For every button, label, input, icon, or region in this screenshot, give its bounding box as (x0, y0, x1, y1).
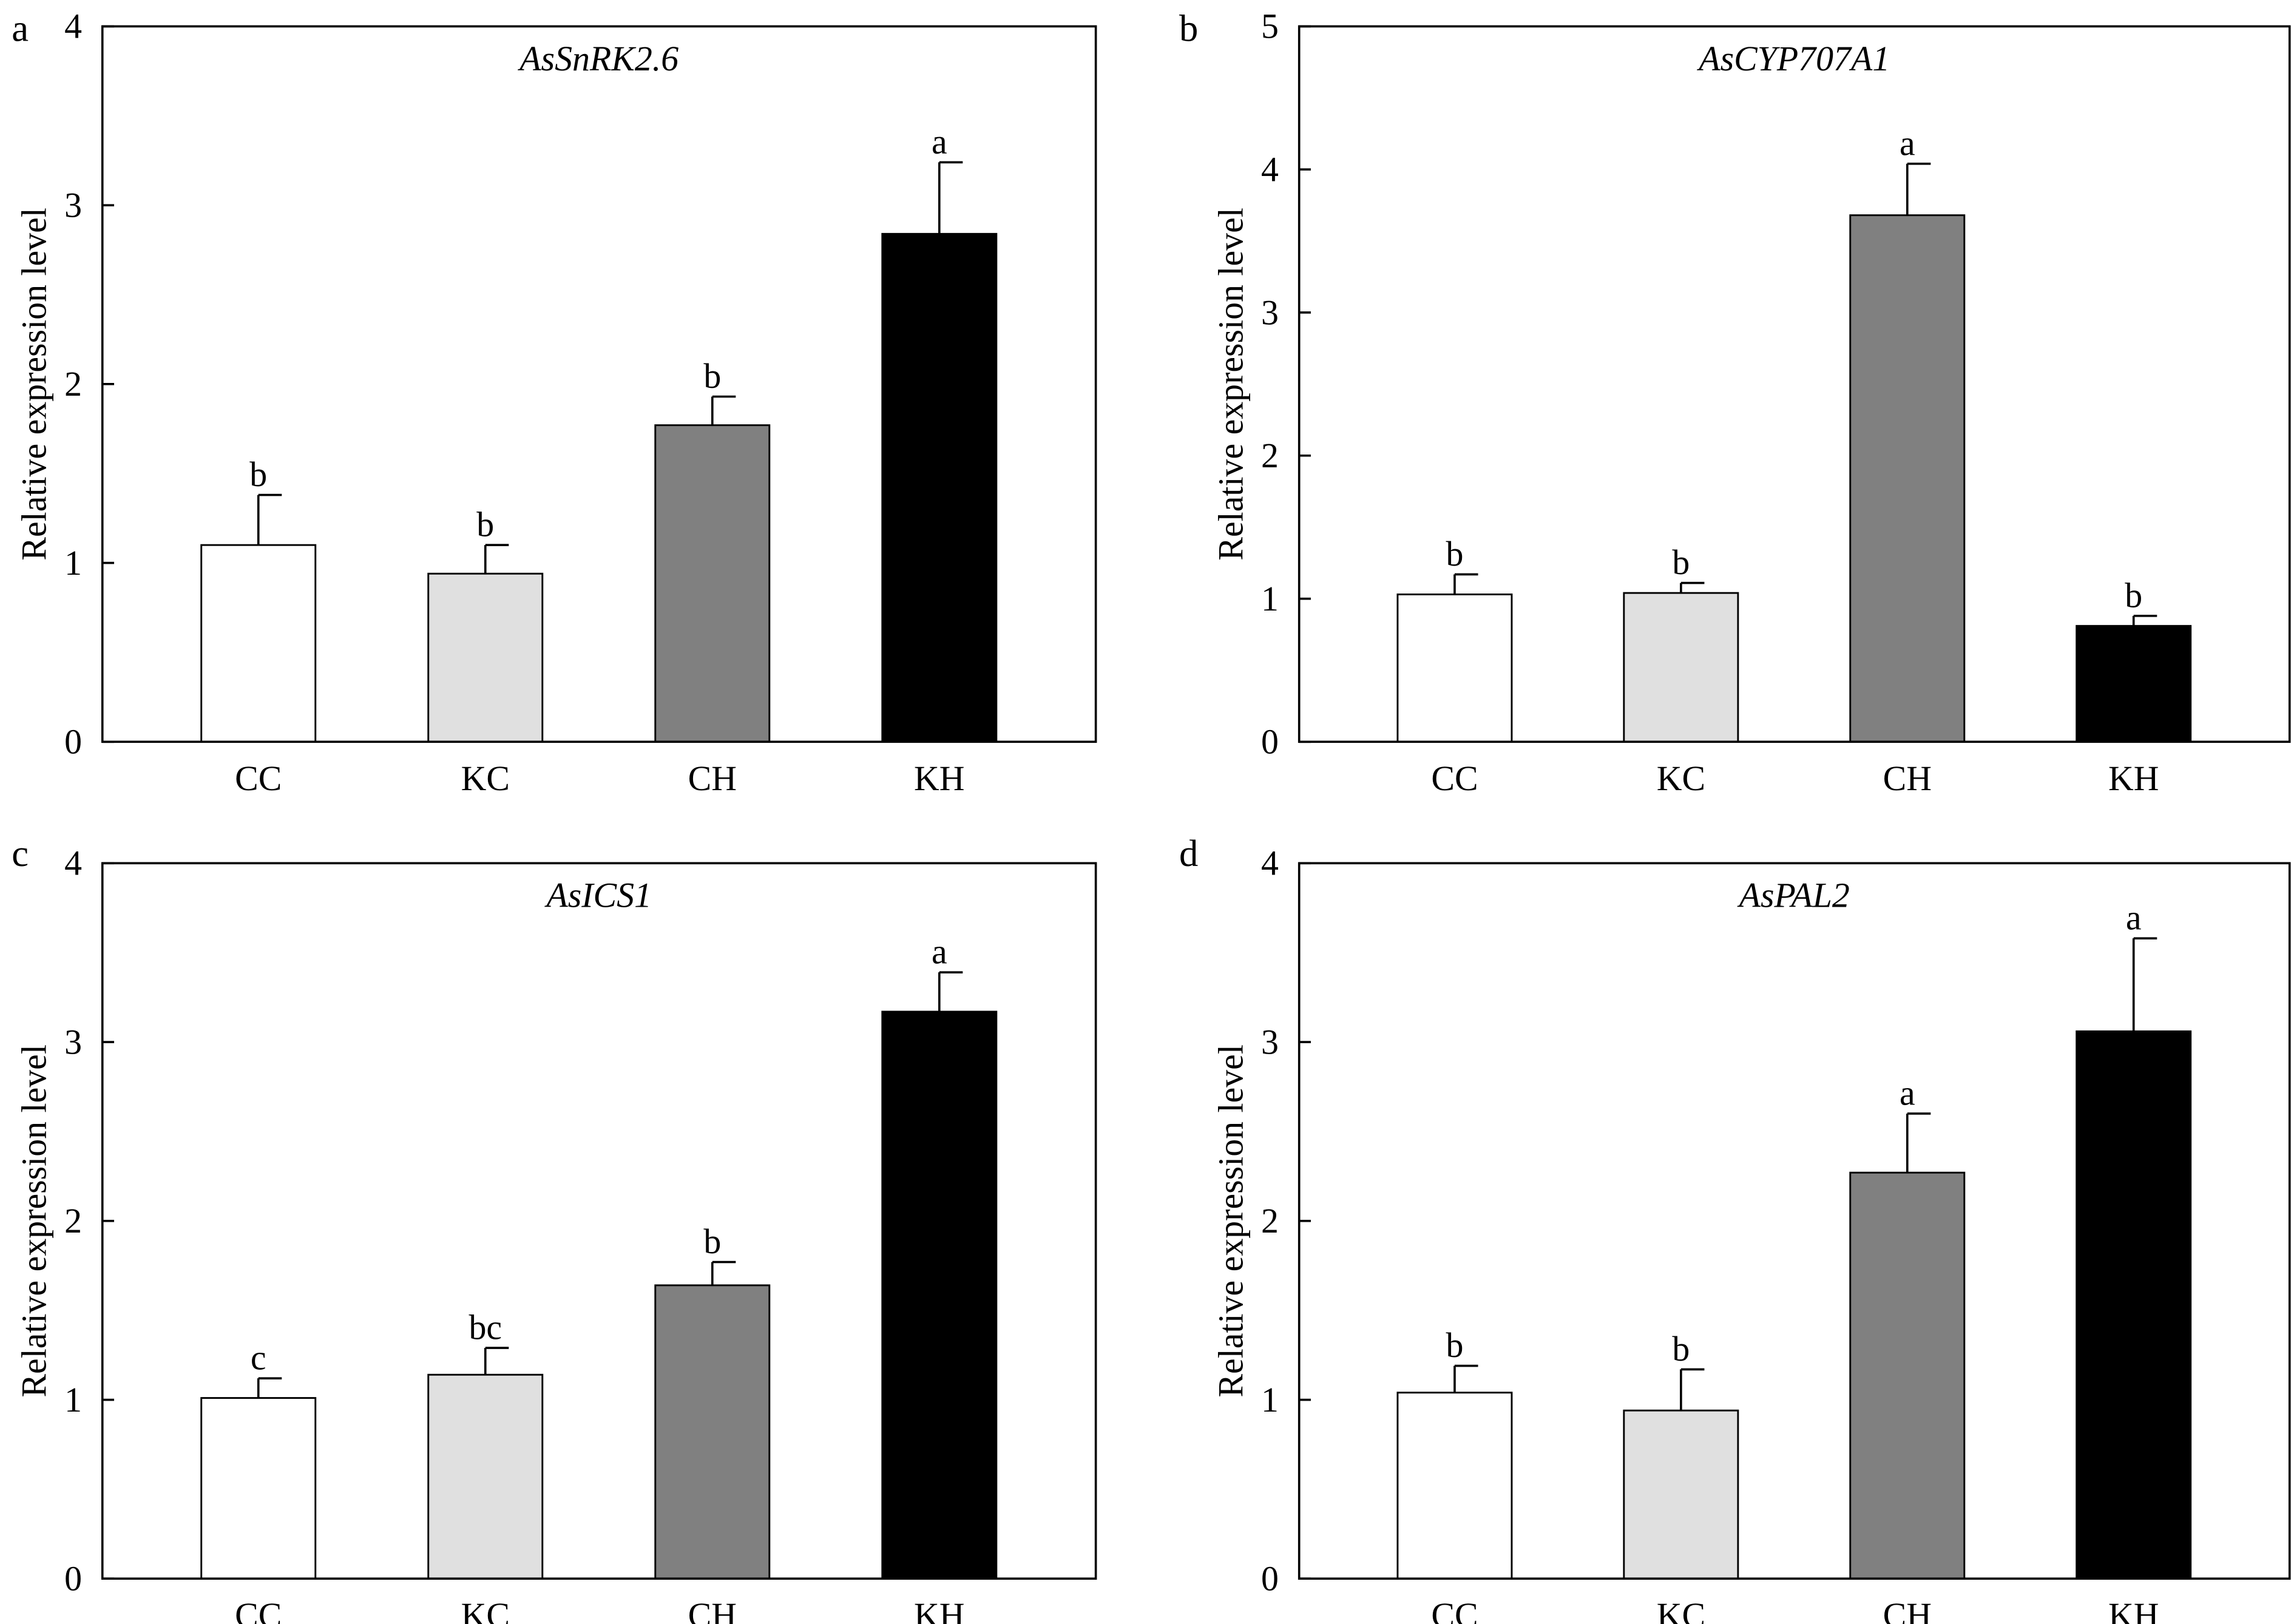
bar-CH (654, 1284, 771, 1580)
bar-KC (427, 1373, 544, 1580)
y-tick-label: 1 (64, 543, 82, 583)
panel-d: d AsPAL2 Relative expression level 0 1 2 3 4 b CC… (1179, 832, 2291, 1624)
significance-letter: b (1672, 543, 1690, 582)
x-tick-label: CH (688, 759, 737, 798)
bar-KC (1623, 1409, 1739, 1580)
significance-letter: a (2126, 898, 2142, 938)
panel-letter: b (1179, 7, 1198, 50)
bar-KH (2076, 1030, 2192, 1580)
x-tick-label: CC (235, 759, 282, 798)
y-tick-label: 0 (64, 722, 82, 762)
plot-frame (101, 862, 1097, 1580)
x-tick-label: KH (2108, 1595, 2159, 1624)
bar-KH (881, 232, 998, 743)
bar-CH (1849, 214, 1966, 743)
y-tick-label: 2 (1261, 436, 1279, 475)
y-axis-label: Relative expression level (14, 1044, 53, 1397)
bar-KH (2076, 624, 2192, 743)
bar-KC (1623, 592, 1739, 743)
panel-letter: c (12, 832, 29, 875)
y-tick-label: 2 (64, 1201, 82, 1240)
y-tick-label: 4 (1261, 150, 1279, 189)
chart-title: AsPAL2 (1737, 876, 1850, 915)
x-tick-label: KC (1657, 759, 1705, 798)
bar-CC (200, 1397, 317, 1580)
bar-KH (881, 1010, 998, 1580)
y-tick-label: 4 (1261, 844, 1279, 883)
panel-letter: a (12, 7, 29, 50)
chart-title: AsCYP707A1 (1696, 39, 1890, 78)
y-tick-label: 3 (1261, 293, 1279, 332)
significance-letter: b (2125, 575, 2142, 615)
significance-letter: b (703, 356, 721, 396)
bar-KC (427, 572, 544, 743)
y-tick-label: 1 (1261, 579, 1279, 618)
y-axis-label: Relative expression level (14, 208, 53, 560)
significance-letter: a (932, 122, 947, 161)
x-tick-label: KH (914, 1595, 965, 1624)
y-tick-label: 0 (1261, 722, 1279, 762)
y-tick-label: 1 (64, 1380, 82, 1419)
panel-a: a AsSnRK2.6 Relative expression level 0 1 2 3 4… (12, 7, 1097, 798)
y-tick-label: 2 (64, 364, 82, 404)
chart-title: AsSnRK2.6 (517, 39, 678, 78)
chart-title: AsICS1 (544, 876, 652, 915)
y-tick-label: 0 (64, 1559, 82, 1599)
x-tick-label: CH (1883, 759, 1932, 798)
significance-letter: a (1900, 1074, 1915, 1113)
significance-letter: b (1446, 534, 1463, 573)
significance-letter: c (251, 1338, 266, 1378)
significance-letter: b (249, 455, 267, 494)
y-tick-label: 5 (1261, 7, 1279, 46)
y-axis-label: Relative expression level (1211, 1044, 1250, 1397)
x-tick-label: KC (461, 759, 510, 798)
bar-CH (654, 424, 771, 743)
x-tick-label: KC (1657, 1595, 1705, 1624)
x-tick-label: CC (1431, 759, 1478, 798)
plot-frame (1298, 862, 2291, 1580)
y-tick-label: 1 (1261, 1380, 1279, 1419)
bar-CC (1396, 1392, 1513, 1580)
x-tick-label: CC (1431, 1595, 1478, 1624)
plot-frame (1298, 25, 2291, 743)
x-tick-label: CH (688, 1595, 737, 1624)
bar-CC (200, 544, 317, 743)
x-tick-label: CH (1883, 1595, 1932, 1624)
bar-CH (1849, 1171, 1966, 1580)
y-tick-label: 3 (64, 185, 82, 225)
y-tick-label: 3 (1261, 1022, 1279, 1061)
x-tick-label: CC (235, 1595, 282, 1624)
y-axis-label: Relative expression level (1211, 208, 1250, 560)
y-tick-label: 0 (1261, 1559, 1279, 1599)
x-tick-label: KH (914, 759, 965, 798)
y-tick-label: 4 (64, 844, 82, 883)
x-tick-label: KH (2108, 759, 2159, 798)
significance-letter: b (1672, 1329, 1690, 1369)
y-tick-label: 2 (1261, 1201, 1279, 1240)
panel-b: b AsCYP707A1 Relative expression level 0 1 2 3… (1179, 7, 2291, 798)
significance-letter: a (932, 932, 947, 972)
plot-frame (101, 25, 1097, 743)
significance-letter: bc (469, 1308, 502, 1347)
significance-letter: b (1446, 1325, 1463, 1365)
y-tick-label: 4 (64, 7, 82, 46)
significance-letter: b (703, 1222, 721, 1261)
panel-letter: d (1179, 832, 1198, 875)
significance-letter: b (476, 505, 494, 544)
significance-letter: a (1900, 123, 1915, 163)
x-tick-label: KC (461, 1595, 510, 1624)
bar-CC (1396, 593, 1513, 743)
y-tick-label: 3 (64, 1022, 82, 1061)
